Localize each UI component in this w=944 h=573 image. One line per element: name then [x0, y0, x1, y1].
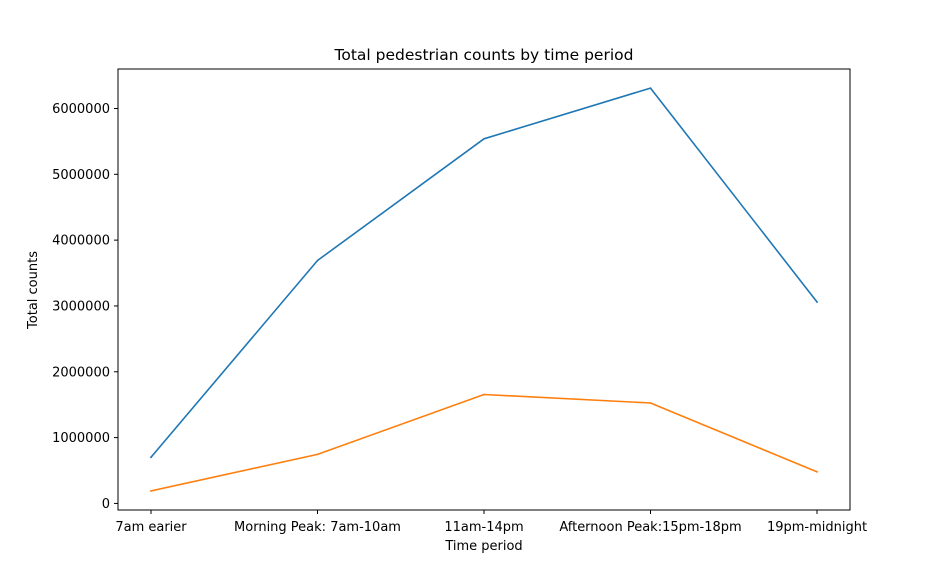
- x-tick-label: 11am-14pm: [444, 520, 523, 535]
- data-point: [649, 87, 652, 89]
- y-tick-label: 0: [102, 497, 110, 512]
- y-tick-label: 4000000: [52, 234, 110, 249]
- y-tick-label: 5000000: [52, 168, 110, 183]
- chart-title: Total pedestrian counts by time period: [334, 46, 634, 64]
- data-point: [316, 259, 319, 262]
- y-axis-label: Total counts: [26, 251, 41, 330]
- data-point: [316, 453, 319, 456]
- data-point: [483, 393, 485, 396]
- data-point: [816, 301, 818, 303]
- data-point: [649, 402, 652, 404]
- x-tick-label: 7am earier: [115, 520, 187, 535]
- y-tick-label: 1000000: [52, 431, 110, 446]
- x-axis-label: Time period: [444, 539, 522, 554]
- x-tick-label: Afternoon Peak:15pm-18pm: [559, 520, 741, 535]
- data-point: [150, 490, 152, 492]
- y-tick-label: 3000000: [52, 299, 110, 314]
- y-tick-label: 6000000: [52, 102, 110, 117]
- x-tick-label: 19pm-midnight: [767, 520, 867, 535]
- data-point: [483, 137, 485, 140]
- plot-area: 0 1000000 2000000 3000000 4000000 5000000 6000…: [52, 68, 867, 535]
- x-tick-label: Morning Peak: 7am-10am: [234, 520, 401, 535]
- data-point: [150, 456, 152, 459]
- y-tick-label: 2000000: [52, 365, 110, 380]
- data-point: [816, 471, 818, 473]
